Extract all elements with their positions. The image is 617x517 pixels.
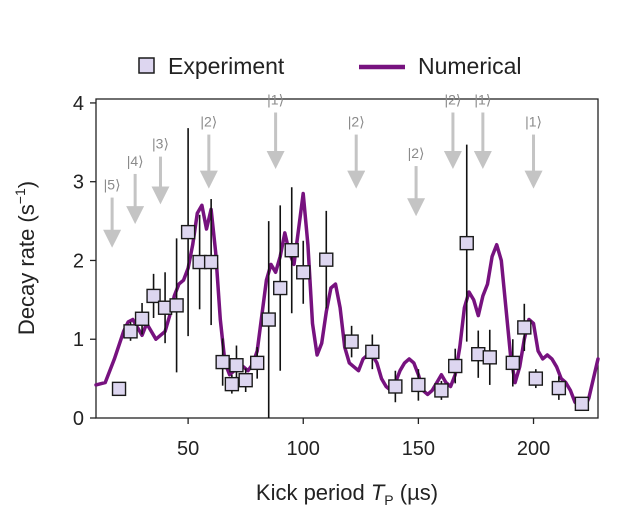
experiment-point (123, 324, 138, 339)
experiment-point (574, 396, 590, 412)
legend-numerical-label: Numerical (418, 53, 522, 79)
y-axis-label: Decay rate (s−1) (12, 181, 39, 335)
x-tick-label: 150 (402, 438, 435, 460)
experiment-point (411, 377, 426, 393)
experiment-point (146, 288, 161, 304)
experiment-point (528, 371, 544, 386)
experiment-point (505, 355, 520, 371)
experiment-point (180, 224, 196, 240)
state-label: |3⟩ (152, 136, 169, 152)
state-annotations: |5⟩ |4⟩ |3⟩ |2⟩ |1⟩ |2⟩ |2⟩ |2⟩ |1⟩ |1⟩ (103, 92, 543, 248)
y-axis: 0 1 2 3 4 (73, 93, 96, 430)
experiment-point (273, 280, 288, 296)
experiment-point (284, 243, 299, 258)
x-axis: 50 100 150 200 (177, 418, 550, 460)
experiment-point (249, 355, 265, 371)
legend-experiment-label: Experiment (168, 53, 285, 79)
state-label: |4⟩ (127, 153, 144, 169)
state-label: |5⟩ (104, 177, 121, 193)
y-tick-label: 1 (73, 329, 84, 351)
y-tick-label: 0 (73, 408, 84, 430)
state-label: |1⟩ (525, 114, 542, 130)
experiment-point (434, 383, 449, 398)
experiment-point (482, 350, 497, 365)
state-label: |2⟩ (408, 145, 425, 161)
y-tick-label: 4 (73, 93, 84, 115)
state-label: |2⟩ (348, 114, 365, 130)
state-label: |2⟩ (200, 114, 217, 130)
experiment-point (344, 334, 359, 349)
experiment-point (517, 320, 532, 335)
x-tick-label: 100 (287, 438, 320, 460)
state-label: |1⟩ (474, 92, 491, 108)
legend-experiment-marker (138, 57, 155, 74)
experiment-point (224, 376, 240, 392)
plot-frame (95, 98, 599, 419)
x-axis-label: Kick period TP (µs) (256, 480, 438, 508)
y-tick-label: 3 (73, 172, 84, 194)
legend: Experiment Numerical (138, 53, 522, 79)
y-tick-label: 2 (73, 250, 84, 272)
experiment-point (296, 265, 311, 280)
experiment-point (229, 358, 244, 373)
experiment-point (551, 380, 567, 396)
experiment-point (169, 298, 184, 313)
experiment-point (261, 312, 276, 327)
experiment-point (215, 354, 230, 370)
x-tick-label: 50 (177, 438, 199, 460)
x-tick-label: 200 (517, 438, 550, 460)
experiment-point (319, 252, 334, 267)
experiment-errorbars (118, 128, 583, 418)
experiment-point (238, 372, 253, 388)
experiment-point (134, 311, 150, 326)
experiment-point (365, 344, 380, 360)
numerical-series-line (94, 191, 600, 411)
state-label: |1⟩ (267, 92, 284, 108)
experiment-point (448, 358, 463, 374)
state-label: |2⟩ (444, 92, 461, 108)
experiment-point (111, 381, 127, 397)
experiment-point (388, 379, 403, 394)
experiment-markers (111, 224, 590, 412)
experiment-point (459, 235, 474, 251)
experiment-point (203, 254, 219, 270)
